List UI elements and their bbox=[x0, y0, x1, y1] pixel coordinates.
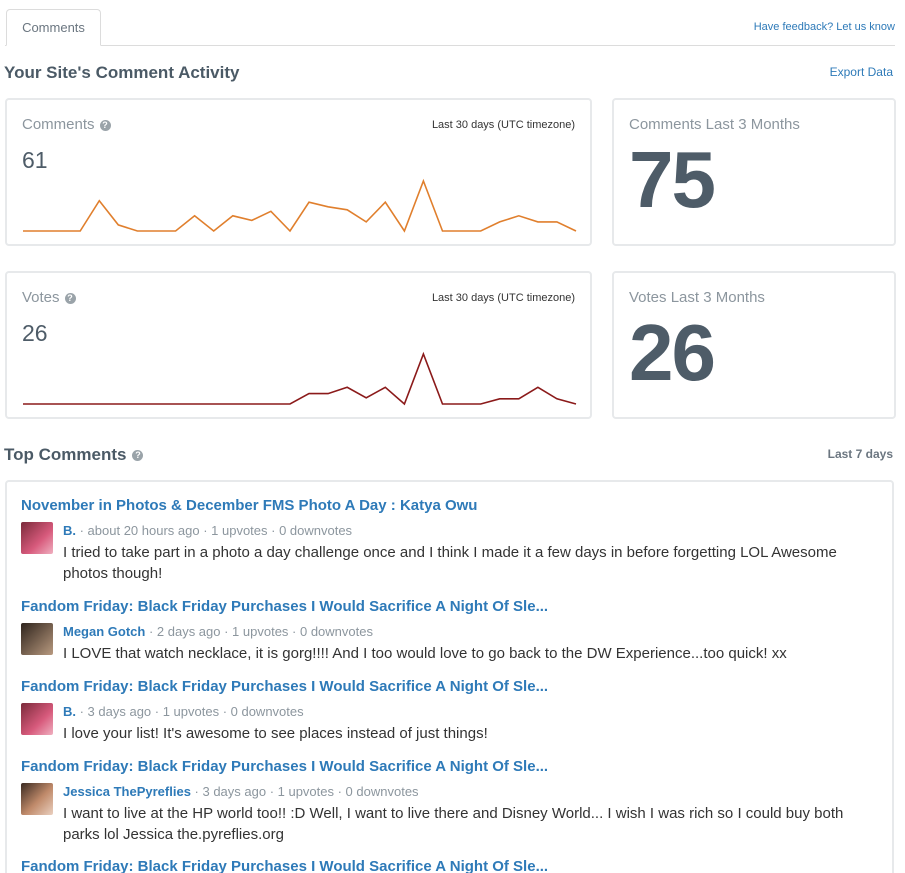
comment-text: I tried to take part in a photo a day ch… bbox=[63, 544, 837, 582]
list-item: Fandom Friday: Black Friday Purchases I … bbox=[21, 858, 878, 873]
series-line bbox=[23, 351, 577, 406]
comments-period: Last 30 days (UTC timezone) bbox=[431, 119, 575, 131]
post-title-link[interactable]: Fandom Friday: Black Friday Purchases I … bbox=[21, 678, 549, 695]
comments-card-label: Comments? bbox=[22, 116, 111, 133]
comments-chart-card: Comments? Last 30 days (UTC timezone) 61 bbox=[5, 98, 592, 246]
list-item: Fandom Friday: Black Friday Purchases I … bbox=[21, 598, 878, 662]
comment-text: I LOVE that watch necklace, it is gorg!!… bbox=[63, 645, 787, 662]
comment-meta: B. · about 20 hours ago · 1 upvotes · 0 … bbox=[63, 523, 352, 538]
comments-total-label: Comments Last 3 Months bbox=[629, 116, 800, 133]
comment-meta: Megan Gotch · 2 days ago · 1 upvotes · 0… bbox=[63, 624, 373, 639]
comments-label-text: Comments bbox=[22, 116, 95, 133]
top-comments-title: Top Comments? bbox=[4, 445, 144, 465]
help-icon[interactable]: ? bbox=[64, 293, 76, 304]
author-link[interactable]: Jessica ThePyreflies bbox=[63, 784, 191, 799]
votes-card-label: Votes? bbox=[22, 289, 76, 306]
avatar[interactable] bbox=[21, 522, 53, 554]
series-line bbox=[23, 178, 577, 233]
activity-title: Your Site's Comment Activity bbox=[4, 63, 240, 82]
tab-comments[interactable]: Comments bbox=[6, 9, 101, 46]
votes-count: 26 bbox=[22, 320, 48, 346]
post-title-link[interactable]: Fandom Friday: Black Friday Purchases I … bbox=[21, 598, 549, 615]
comment-meta: Jessica ThePyreflies · 3 days ago · 1 up… bbox=[63, 784, 419, 799]
list-item: Fandom Friday: Black Friday Purchases I … bbox=[21, 678, 878, 742]
comments-count: 61 bbox=[22, 147, 48, 173]
meta-text: · about 20 hours ago · 1 upvotes · 0 dow… bbox=[76, 523, 353, 538]
avatar[interactable] bbox=[21, 623, 53, 655]
meta-text: · 3 days ago · 1 upvotes · 0 downvotes bbox=[76, 704, 304, 719]
votes-chart-card: Votes? Last 30 days (UTC timezone) 26 bbox=[5, 271, 592, 419]
votes-total-card: Votes Last 3 Months 26 bbox=[612, 271, 896, 419]
comment-text: I love your list! It's awesome to see pl… bbox=[63, 725, 488, 742]
votes-total-label: Votes Last 3 Months bbox=[629, 289, 765, 306]
tab-bar: Comments Have feedback? Let us know bbox=[5, 9, 895, 46]
top-comments-title-text: Top Comments bbox=[4, 445, 127, 464]
votes-period: Last 30 days (UTC timezone) bbox=[431, 292, 575, 304]
help-icon[interactable]: ? bbox=[132, 450, 144, 461]
comment-meta: B. · 3 days ago · 1 upvotes · 0 downvote… bbox=[63, 704, 304, 719]
export-data-link[interactable]: Export Data bbox=[829, 65, 893, 79]
post-title-link[interactable]: Fandom Friday: Black Friday Purchases I … bbox=[21, 758, 549, 775]
feedback-link[interactable]: Have feedback? Let us know bbox=[753, 21, 895, 33]
comment-text: I want to live at the HP world too!! :D … bbox=[63, 805, 844, 843]
avatar[interactable] bbox=[21, 703, 53, 735]
top-comments-list: November in Photos & December FMS Photo … bbox=[5, 480, 894, 873]
comments-sparkline bbox=[23, 178, 577, 233]
post-title-link[interactable]: Fandom Friday: Black Friday Purchases I … bbox=[21, 858, 549, 873]
avatar[interactable] bbox=[21, 783, 53, 815]
meta-text: · 2 days ago · 1 upvotes · 0 downvotes bbox=[145, 624, 373, 639]
votes-total-value: 26 bbox=[629, 308, 716, 397]
list-item: Fandom Friday: Black Friday Purchases I … bbox=[21, 758, 878, 843]
comments-total-card: Comments Last 3 Months 75 bbox=[612, 98, 896, 246]
author-link[interactable]: B. bbox=[63, 523, 76, 538]
comments-total-value: 75 bbox=[629, 135, 716, 224]
top-comments-period: Last 7 days bbox=[827, 447, 893, 461]
meta-text: · 3 days ago · 1 upvotes · 0 downvotes bbox=[190, 784, 419, 799]
author-link[interactable]: Megan Gotch bbox=[63, 624, 146, 639]
author-link[interactable]: B. bbox=[63, 704, 76, 719]
help-icon[interactable]: ? bbox=[99, 120, 111, 131]
post-title-link[interactable]: November in Photos & December FMS Photo … bbox=[21, 497, 478, 514]
list-item: November in Photos & December FMS Photo … bbox=[21, 497, 878, 582]
votes-label-text: Votes bbox=[22, 289, 60, 306]
votes-sparkline bbox=[23, 351, 577, 406]
